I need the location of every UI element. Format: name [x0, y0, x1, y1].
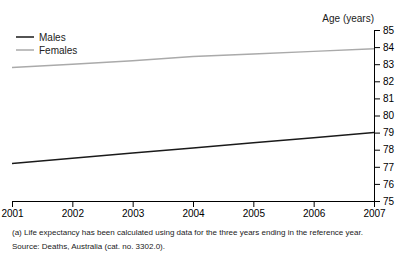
- tick-mark: [374, 98, 380, 99]
- y-axis-label: Age (years): [322, 13, 374, 24]
- tick-label: 2003: [122, 208, 145, 219]
- tick: 2004: [182, 201, 205, 219]
- tick-label: 2004: [182, 208, 205, 219]
- tick-mark: [374, 201, 380, 202]
- axis-line: [13, 202, 375, 208]
- legend: Males Females: [16, 32, 77, 56]
- tick-label: 82: [383, 76, 395, 87]
- tick: 80: [374, 110, 395, 121]
- legend-item: Females: [16, 45, 77, 56]
- tick-label: 84: [383, 42, 395, 53]
- legend-swatch: [16, 49, 34, 51]
- tick-label: 79: [383, 127, 395, 138]
- legend-label: Females: [39, 45, 77, 56]
- tick-mark: [72, 201, 73, 207]
- tick: 2003: [122, 201, 145, 219]
- tick-label: 81: [383, 93, 395, 104]
- tick-mark: [374, 30, 380, 31]
- tick-mark: [253, 201, 254, 207]
- legend-label: Males: [39, 32, 66, 43]
- tick-mark: [314, 201, 315, 207]
- tick: 85: [374, 25, 395, 36]
- tick-mark: [374, 133, 380, 134]
- axis-line: [375, 31, 381, 202]
- y-axis: 75 76 77 78 79 80 81 82 83 84 85: [374, 25, 395, 207]
- tick-mark: [12, 201, 13, 207]
- chart: 2001 2002 2003 2004 2005 2006 200775 76 77 78 79 80…: [0, 0, 416, 265]
- tick: 77: [374, 162, 395, 173]
- footnote: (a) Life expectancy has been calculated …: [12, 228, 363, 237]
- tick: 83: [374, 59, 395, 70]
- tick-label: 2002: [62, 208, 85, 219]
- tick: 75: [374, 196, 395, 207]
- legend-swatch: [16, 36, 34, 38]
- tick-label: 75: [383, 196, 395, 207]
- tick-mark: [374, 47, 380, 48]
- tick: 78: [374, 144, 395, 155]
- lines: [12, 49, 374, 164]
- tick-label: 2001: [1, 208, 24, 219]
- tick-mark: [374, 150, 380, 151]
- tick-mark: [193, 201, 194, 207]
- tick: 81: [374, 93, 395, 104]
- tick-mark: [133, 201, 134, 207]
- tick-label: 77: [383, 162, 395, 173]
- tick-mark: [374, 184, 380, 185]
- tick-mark: [374, 167, 380, 168]
- tick: 2002: [62, 201, 85, 219]
- tick-label: 2007: [363, 208, 386, 219]
- tick-label: 80: [383, 110, 395, 121]
- tick: 84: [374, 42, 395, 53]
- tick-label: 85: [383, 25, 395, 36]
- tick-mark: [374, 64, 380, 65]
- tick-label: 83: [383, 59, 395, 70]
- tick-label: 78: [383, 144, 395, 155]
- tick: 76: [374, 179, 395, 190]
- legend-item: Males: [16, 32, 66, 43]
- tick: 2005: [243, 201, 266, 219]
- tick-mark: [374, 116, 380, 117]
- tick: 2001: [1, 201, 24, 219]
- tick-label: 2006: [303, 208, 326, 219]
- tick: 79: [374, 127, 395, 138]
- series-line: [12, 133, 374, 164]
- x-axis: 2001 2002 2003 2004 2005 2006 2007: [1, 201, 386, 219]
- footnote: Source: Deaths, Australia (cat. no. 3302…: [12, 242, 165, 251]
- tick: 2006: [303, 201, 326, 219]
- tick: 82: [374, 76, 395, 87]
- plot: 2001 2002 2003 2004 2005 2006 200775 76 77 78 79 80…: [1, 13, 394, 219]
- tick-label: 76: [383, 179, 395, 190]
- tick-label: 2005: [243, 208, 266, 219]
- tick-mark: [374, 81, 380, 82]
